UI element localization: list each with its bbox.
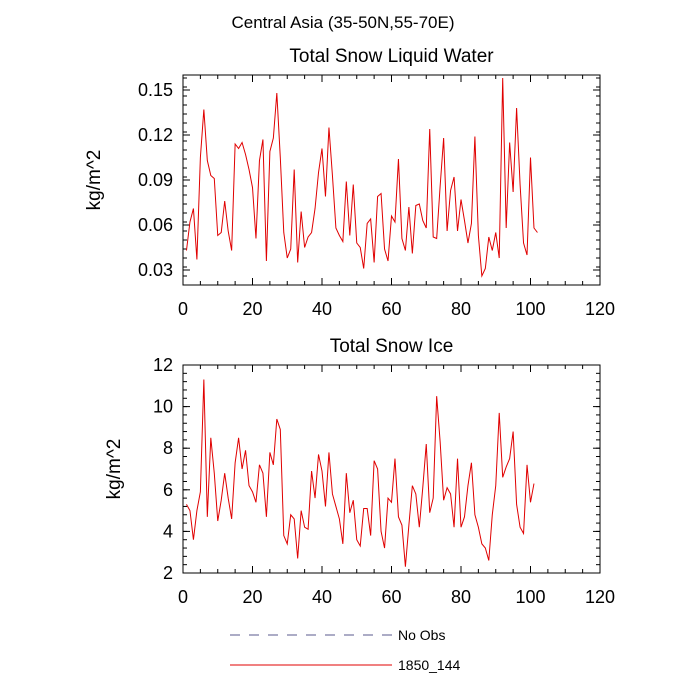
y-tick-label: 6 xyxy=(163,480,173,500)
plot-frame xyxy=(182,74,601,286)
x-tick-label: 120 xyxy=(585,587,615,607)
x-tick-label: 80 xyxy=(451,299,471,319)
panel-title: Total Snow Ice xyxy=(330,336,454,357)
x-tick-label: 0 xyxy=(178,587,188,607)
y-axis-label: kg/m^2 xyxy=(104,439,125,500)
legend: No Obs 1850_144 xyxy=(230,627,461,673)
x-tick-label: 40 xyxy=(312,587,332,607)
panel-2: Total Snow Ice 0 20 40 60 80 100 120 2 4 6 8 10 12 kg/… xyxy=(104,336,615,607)
x-tick-label: 120 xyxy=(585,299,615,319)
panel-title: Total Snow Liquid Water xyxy=(289,46,494,67)
plot-frame xyxy=(182,364,601,574)
x-tick-label: 40 xyxy=(312,299,332,319)
x-tick-label: 20 xyxy=(242,299,262,319)
x-tick-label: 100 xyxy=(515,299,545,319)
y-tick-label: 10 xyxy=(153,397,173,417)
x-tick-label: 100 xyxy=(515,587,545,607)
x-tick-label: 60 xyxy=(381,299,401,319)
y-tick-label: 4 xyxy=(163,521,173,541)
x-tick-label: 20 xyxy=(242,587,262,607)
y-tick-label: 0.06 xyxy=(138,215,173,235)
legend-model-label: 1850_144 xyxy=(398,657,461,673)
series-line-1850_144 xyxy=(186,379,535,567)
y-tick-label: 0.03 xyxy=(138,260,173,280)
y-axis-label: kg/m^2 xyxy=(84,150,105,211)
x-tick-label: 80 xyxy=(451,587,471,607)
figure-title: Central Asia (35-50N,55-70E) xyxy=(231,13,454,32)
y-tick-label: 0.15 xyxy=(138,80,173,100)
legend-obs-label: No Obs xyxy=(398,627,445,643)
y-tick-label: 8 xyxy=(163,438,173,458)
y-tick-label: 12 xyxy=(153,355,173,375)
series-line-1850_144 xyxy=(185,77,538,278)
y-tick-label: 0.12 xyxy=(138,125,173,145)
x-tick-label: 60 xyxy=(381,587,401,607)
y-tick-label: 0.09 xyxy=(138,170,173,190)
panel-1: Total Snow Liquid Water 0 20 40 60 80 100 120 0.… xyxy=(84,46,615,319)
x-tick-label: 0 xyxy=(178,299,188,319)
y-tick-label: 2 xyxy=(163,563,173,583)
